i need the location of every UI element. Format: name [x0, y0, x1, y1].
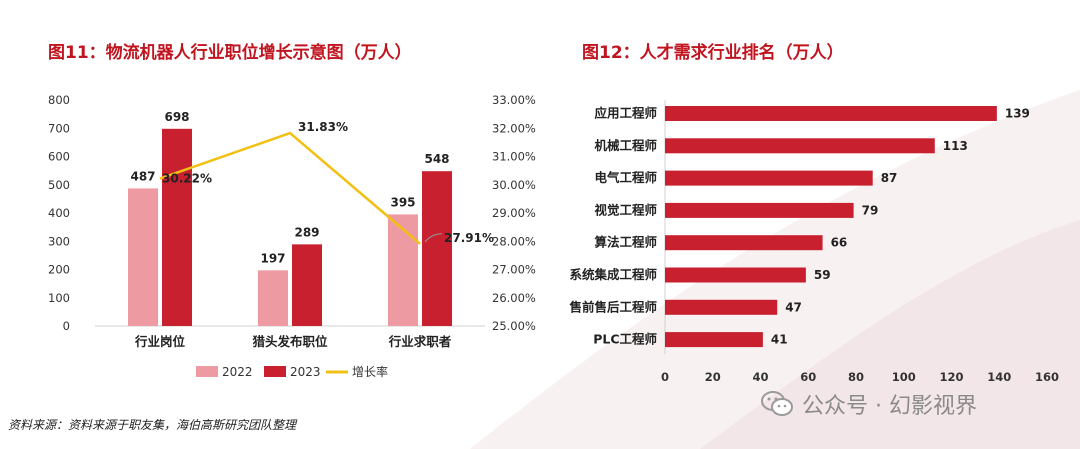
x-tick-label: 120 [939, 370, 963, 384]
hbar-value-label: 66 [831, 236, 848, 250]
growth-rate-label: 27.91% [444, 231, 494, 245]
y2-tick-label: 31.00% [492, 150, 536, 164]
x-tick-label: 100 [892, 370, 916, 384]
source-note: 资料来源：资料来源于职友集，海伯高斯研究团队整理 [8, 418, 297, 432]
x-tick-label: 60 [800, 370, 816, 384]
hbar-value-label: 47 [785, 300, 802, 314]
growth-rate-line [159, 131, 421, 245]
chart-title-job-growth: 图11：物流机器人行业职位增长示意图（万人） [48, 43, 412, 63]
y-tick-label: 100 [48, 291, 70, 305]
chart-title-talent-demand: 图12：人才需求行业排名（万人） [582, 43, 844, 63]
category-label: 电气工程师 [594, 170, 657, 185]
hbar [665, 267, 806, 283]
y-tick-label: 300 [48, 234, 70, 248]
category-label: 算法工程师 [594, 235, 657, 250]
x-tick-label: 20 [705, 370, 721, 384]
hbar-value-label: 59 [814, 268, 831, 282]
hbar [665, 170, 873, 186]
bar-value-label: 197 [260, 251, 285, 265]
hbar-value-label: 41 [771, 333, 788, 347]
watermark: 公众号 · 幻影视界 [760, 388, 977, 420]
bar-2022 [128, 188, 158, 326]
hbar [665, 299, 778, 315]
bar-value-label: 698 [164, 110, 189, 124]
bar-value-label: 548 [424, 152, 449, 166]
y2-tick-label: 29.00% [492, 206, 536, 220]
hbar [665, 235, 823, 251]
x-tick-label: 80 [848, 370, 864, 384]
category-label: 应用工程师 [594, 106, 657, 121]
y-tick-label: 800 [48, 93, 70, 107]
x-category-label: 行业岗位 [134, 334, 186, 349]
hbar-value-label: 87 [881, 171, 898, 185]
legend-swatch-2023 [264, 366, 286, 377]
bar-value-label: 395 [390, 195, 415, 209]
x-tick-label: 140 [987, 370, 1011, 384]
hbar-value-label: 79 [862, 203, 879, 217]
legend-label-growth: 增长率 [352, 364, 388, 379]
hbar-value-label: 113 [943, 139, 968, 153]
x-tick-label: 40 [752, 370, 768, 384]
bar-2022 [388, 214, 418, 326]
y-tick-label: 400 [48, 206, 70, 220]
legend-label-2023: 2023 [290, 365, 321, 379]
category-label: 机械工程师 [594, 138, 657, 153]
bar-value-label: 289 [294, 225, 319, 239]
category-label: 视觉工程师 [594, 202, 657, 217]
x-category-label: 猎头发布职位 [252, 334, 328, 349]
y2-tick-label: 30.00% [492, 178, 536, 192]
bar-2023 [422, 171, 452, 326]
legend-label-2022: 2022 [222, 365, 253, 379]
y2-tick-label: 25.00% [492, 319, 536, 333]
bar-2022 [258, 270, 288, 326]
growth-rate-label: 30.22% [162, 172, 212, 186]
bar-2023 [292, 244, 322, 326]
watermark-text: 公众号 · 幻影视界 [802, 394, 977, 419]
y-tick-label: 0 [63, 319, 70, 333]
x-category-label: 行业求职者 [388, 334, 452, 349]
wechat-icon [761, 391, 793, 416]
hbar [665, 202, 854, 218]
hbar [665, 332, 763, 348]
y-tick-label: 200 [48, 263, 70, 277]
category-label: PLC工程师 [593, 332, 657, 347]
growth-rate-label: 31.83% [298, 120, 348, 134]
hbar [665, 106, 997, 121]
label-leader-line [424, 233, 443, 243]
y-tick-label: 700 [48, 121, 70, 135]
hbar-value-label: 139 [1005, 107, 1030, 121]
y2-tick-label: 33.00% [492, 93, 536, 107]
y2-tick-label: 26.00% [492, 291, 536, 305]
category-label: 系统集成工程师 [569, 267, 657, 282]
hbar [665, 138, 935, 154]
bar-2023 [162, 128, 192, 326]
x-tick-label: 160 [1035, 370, 1059, 384]
legend-swatch-2022 [196, 366, 218, 377]
y2-tick-label: 27.00% [492, 263, 536, 277]
y-tick-label: 500 [48, 178, 70, 192]
y2-tick-label: 32.00% [492, 121, 536, 135]
x-tick-label: 0 [661, 370, 669, 384]
bar-value-label: 487 [130, 169, 155, 183]
y2-tick-label: 28.00% [492, 234, 536, 248]
category-label: 售前售后工程师 [569, 299, 657, 314]
y-tick-label: 600 [48, 150, 70, 164]
